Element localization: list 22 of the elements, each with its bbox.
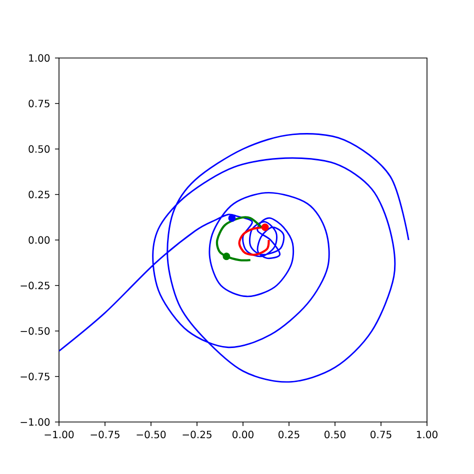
y-tick-label: −0.75 [20, 372, 50, 380]
point [228, 214, 236, 222]
y-tick-label: 0.50 [28, 145, 50, 153]
x-tick-label: 0.50 [324, 430, 346, 438]
line-series [59, 133, 410, 383]
x-tick-label: −1.00 [44, 430, 74, 438]
y-tick-label: 0.25 [28, 190, 50, 198]
x-tick-label: 0.25 [278, 430, 300, 438]
y-tick-label: −0.50 [20, 327, 50, 335]
y-tick-label: 0.75 [28, 100, 50, 108]
x-tick-label: −0.25 [182, 430, 212, 438]
x-tick-label: −0.50 [136, 430, 166, 438]
y-tick-label: 0.00 [28, 236, 50, 244]
point [261, 224, 269, 231]
x-tick-label: 0.75 [370, 430, 392, 438]
y-tick-label: −1.00 [20, 418, 50, 426]
x-tick-label: 0.00 [232, 430, 254, 438]
point [222, 252, 230, 260]
y-tick-label: −0.25 [20, 282, 50, 290]
x-tick-label: −0.75 [90, 430, 120, 438]
x-tick-label: 1.00 [416, 430, 438, 438]
y-tick-label: 1.00 [29, 54, 50, 62]
